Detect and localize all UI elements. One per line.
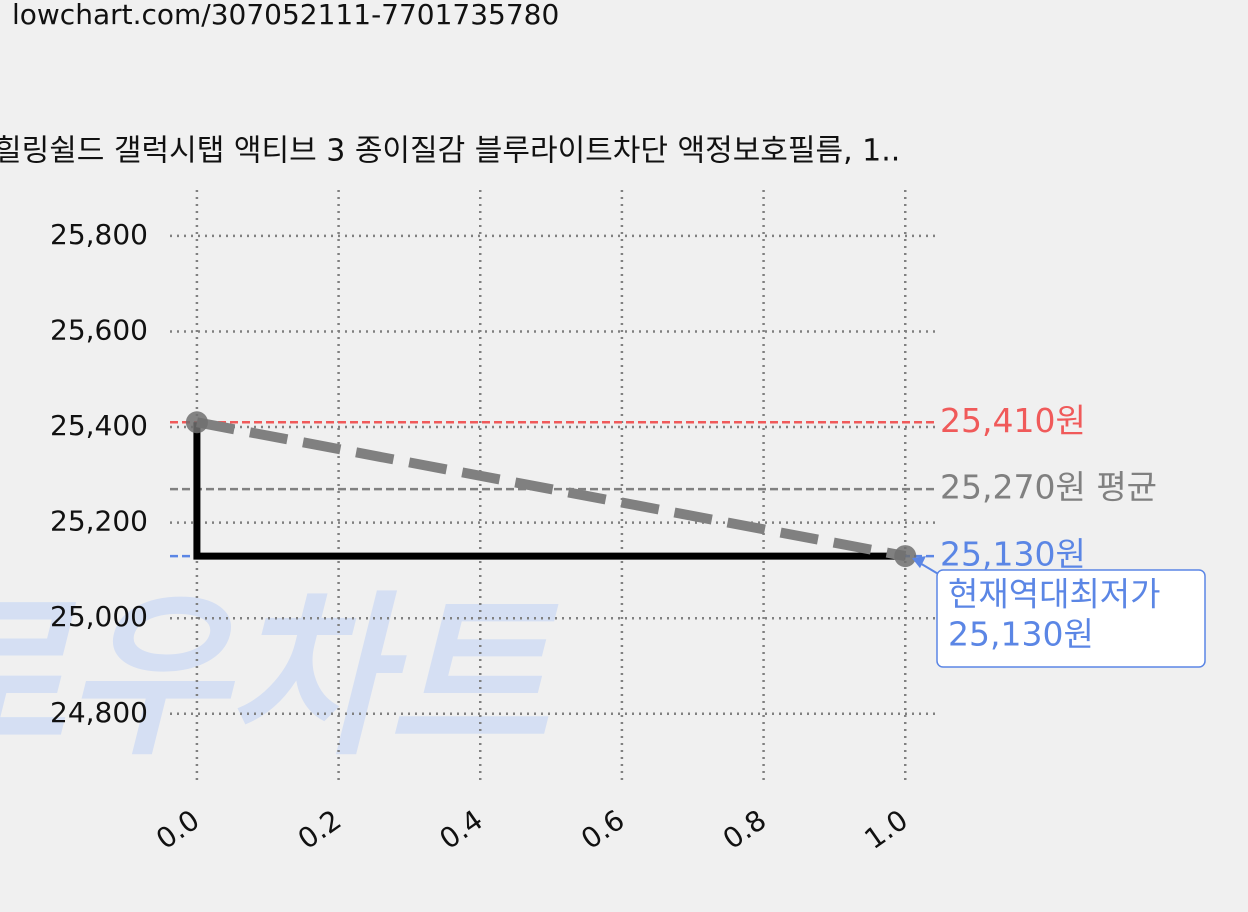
annotation-arrowhead bbox=[912, 556, 926, 569]
reference-label: 25,130원 bbox=[940, 535, 1086, 574]
x-tick-label: 1.0 bbox=[858, 803, 913, 856]
annotation-box bbox=[936, 569, 1206, 668]
annotation-text: 현재역대최저가 bbox=[948, 575, 1161, 614]
line bbox=[193, 422, 906, 560]
x-tick-label: 0.6 bbox=[575, 803, 630, 856]
y-tick-label: 25,800 bbox=[50, 218, 148, 251]
point bbox=[185, 411, 208, 434]
annotation-text: 25,130원 bbox=[948, 615, 1094, 654]
x-tick-label: 0.0 bbox=[150, 803, 205, 856]
watermark: 로우차트 bbox=[0, 577, 559, 780]
x-tick-label: 0.8 bbox=[717, 803, 772, 856]
y-tick-label: 25,600 bbox=[50, 313, 148, 346]
x-tick-label: 0.2 bbox=[292, 803, 347, 856]
point bbox=[894, 545, 917, 568]
url: lowchart.com/307052111-7701735780 bbox=[12, 0, 559, 31]
line bbox=[195, 417, 907, 561]
reference-label: 25,270원 평균 bbox=[940, 468, 1157, 507]
y-tick-label: 24,800 bbox=[50, 696, 148, 729]
y-tick-label: 25,200 bbox=[50, 505, 148, 538]
reference-label: 25,410원 bbox=[940, 401, 1086, 440]
chart-title: 힐링쉴드 갤럭시탭 액티브 3 종이질감 블루라이트차단 액정보호필름, 1.. bbox=[0, 134, 900, 169]
y-tick-label: 25,400 bbox=[50, 409, 148, 442]
x-tick-label: 0.4 bbox=[433, 803, 488, 856]
y-tick-label: 25,000 bbox=[50, 600, 148, 633]
